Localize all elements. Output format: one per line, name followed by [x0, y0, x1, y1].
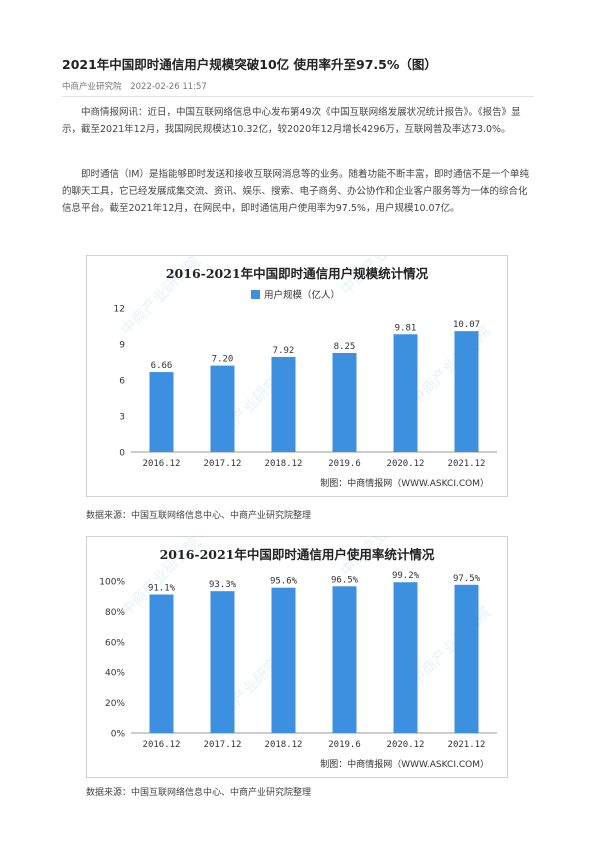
chart-footer: 制图：中商情报网（WWW.ASKCI.COM） [320, 758, 489, 770]
x-tick-label: 2017.12 [204, 459, 242, 469]
legend-label: 用户规模（亿人） [264, 289, 340, 301]
paragraph-im-definition: 即时通信（IM）是指能够即时发送和接收互联网消息等的业务。随着功能不断丰富，即时… [62, 169, 529, 214]
y-tick-label: 12 [114, 305, 125, 315]
legend-swatch [251, 290, 260, 299]
chart-title: 2016-2021年中国即时通信用户使用率统计情况 [160, 547, 435, 562]
x-tick-label: 2018.12 [265, 459, 303, 469]
chart-title: 2016-2021年中国即时通信用户规模统计情况 [166, 266, 429, 281]
chart-user-scale-svg: 中商产业研究院中商产业研究院中商产业研究院中商产业研究院2016-2021年中国… [114, 256, 497, 489]
bar [271, 356, 296, 452]
chart-usage-rate: 中商产业研究院中商产业研究院中商产业研究院中商产业研究院2016-2021年中国… [86, 536, 508, 778]
y-tick-label: 3 [119, 413, 125, 423]
data-label: 7.20 [212, 355, 234, 365]
data-label: 96.5% [331, 575, 359, 585]
x-tick-label: 2021.12 [448, 740, 486, 750]
bar [332, 586, 357, 733]
paragraph-intro: 中商情报网讯：近日，中国互联网络信息中心发布第49次《中国互联网络发展状况统计报… [62, 107, 521, 135]
x-tick-label: 2018.12 [265, 740, 303, 750]
chart-source-caption: 数据来源：中国互联网络信息中心、中商产业研究院整理 [86, 511, 312, 521]
y-tick-label: 6 [119, 377, 125, 387]
y-tick-label: 40% [105, 669, 125, 679]
data-label: 93.3% [209, 580, 237, 590]
bar [210, 591, 235, 733]
bar [393, 582, 418, 733]
data-label: 8.25 [334, 342, 356, 352]
watermark-text: 中商产业研究院 [407, 603, 494, 690]
y-tick-label: 0 [119, 449, 125, 459]
title-divider [62, 96, 534, 97]
article-source[interactable]: 中商产业研究院 [62, 82, 122, 92]
data-label: 95.6% [270, 577, 298, 587]
article-title: 2021年中国即时通信用户规模突破10亿 使用率升至97.5%（图） [62, 57, 437, 72]
x-tick-label: 2020.12 [387, 459, 425, 469]
watermark-text: 中商产业研究院 [407, 322, 494, 409]
y-tick-label: 0% [111, 730, 126, 740]
chart-usage-rate-svg: 中商产业研究院中商产业研究院中商产业研究院中商产业研究院2016-2021年中国… [99, 537, 497, 770]
x-tick-label: 2016.12 [143, 740, 181, 750]
y-tick-label: 20% [105, 699, 125, 709]
bar [271, 587, 296, 733]
y-tick-label: 80% [105, 608, 125, 618]
data-label: 10.07 [453, 320, 480, 330]
x-tick-label: 2021.12 [448, 459, 486, 469]
y-tick-label: 60% [105, 638, 125, 648]
data-label: 91.1% [148, 584, 176, 594]
data-label: 99.2% [392, 571, 420, 581]
bar [393, 334, 418, 452]
article-date: 2022-02-26 11:57 [130, 82, 207, 92]
bar [454, 584, 479, 733]
x-tick-label: 2016.12 [143, 459, 181, 469]
bar [149, 594, 174, 733]
bar [149, 372, 174, 452]
data-label: 7.92 [273, 346, 295, 356]
data-label: 9.81 [395, 323, 417, 333]
chart-user-scale: 中商产业研究院中商产业研究院中商产业研究院中商产业研究院2016-2021年中国… [86, 255, 508, 497]
bar [332, 353, 357, 452]
article-meta: 中商产业研究院 2022-02-26 11:57 [62, 80, 207, 92]
data-label: 6.66 [151, 361, 173, 371]
bar [210, 365, 235, 452]
x-tick-label: 2019.6 [328, 740, 361, 750]
bar [454, 331, 479, 452]
y-tick-label: 9 [119, 341, 125, 351]
chart-source-caption: 数据来源：中国互联网络信息中心、中商产业研究院整理 [86, 788, 312, 798]
x-tick-label: 2017.12 [204, 740, 242, 750]
y-tick-label: 100% [99, 578, 125, 588]
x-tick-label: 2020.12 [387, 740, 425, 750]
x-tick-label: 2019.6 [328, 459, 361, 469]
chart-footer: 制图：中商情报网（WWW.ASKCI.COM） [320, 477, 489, 489]
data-label: 97.5% [453, 574, 481, 584]
